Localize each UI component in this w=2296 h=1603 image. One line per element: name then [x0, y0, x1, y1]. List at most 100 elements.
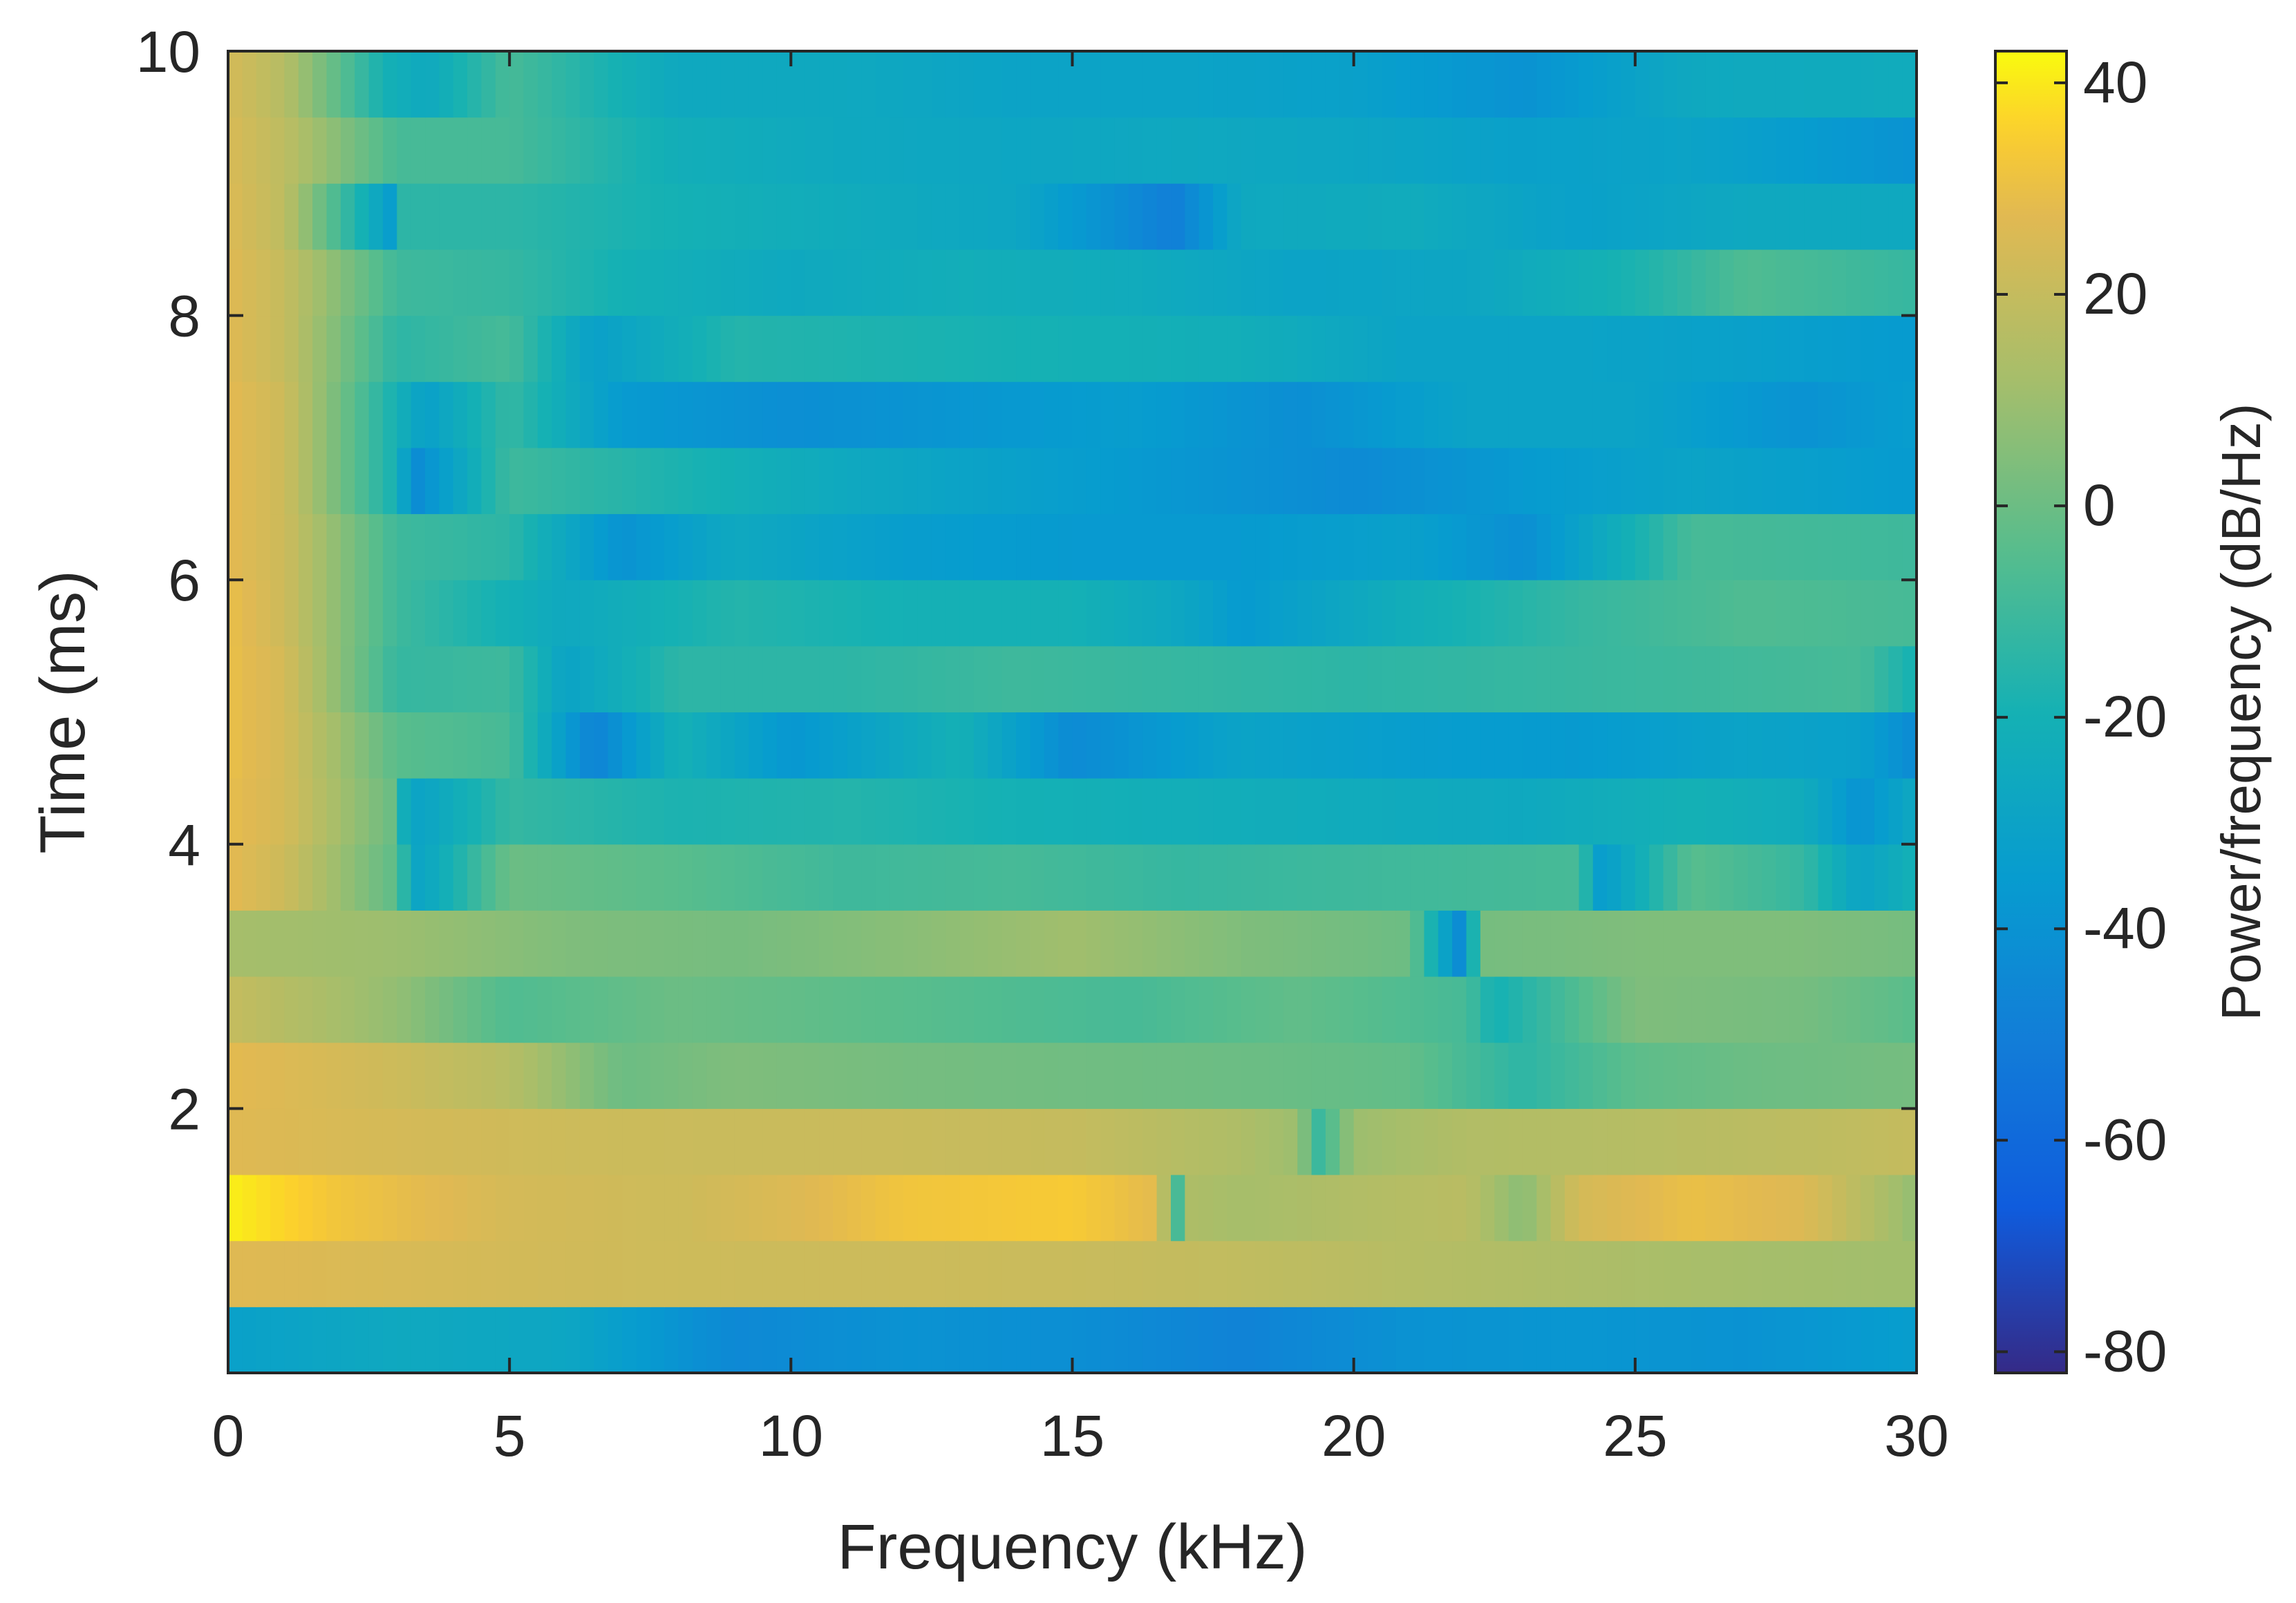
- heatmap-cell: [1100, 1108, 1116, 1175]
- heatmap-cell: [1719, 183, 1735, 250]
- heatmap-cell: [340, 1240, 356, 1307]
- heatmap-cell: [1213, 1307, 1228, 1374]
- heatmap-cell: [1860, 1108, 1875, 1175]
- heatmap-cell: [1382, 712, 1397, 779]
- heatmap-cell: [749, 117, 764, 184]
- heatmap-cell: [242, 117, 257, 184]
- heatmap-cell: [1550, 910, 1565, 977]
- heatmap-cell: [1804, 51, 1819, 118]
- heatmap-cell: [1297, 645, 1312, 712]
- heatmap-cell: [453, 844, 468, 911]
- heatmap-cell: [1142, 580, 1158, 647]
- heatmap-cell: [1705, 183, 1720, 250]
- y-tick-label: 8: [168, 284, 200, 349]
- heatmap-cell: [1789, 1175, 1805, 1242]
- heatmap-cell: [453, 910, 468, 977]
- heatmap-cell: [552, 580, 567, 647]
- heatmap-cell: [678, 1042, 693, 1109]
- heatmap-cell: [1663, 183, 1678, 250]
- heatmap-cell: [523, 1307, 538, 1374]
- heatmap-cell: [1494, 1108, 1509, 1175]
- heatmap-cell: [411, 51, 426, 118]
- heatmap-cell: [1747, 117, 1762, 184]
- heatmap-cell: [1579, 1307, 1594, 1374]
- heatmap-cell: [917, 249, 932, 316]
- heatmap-cell: [1114, 910, 1129, 977]
- heatmap-cell: [1860, 910, 1875, 977]
- heatmap-cell: [382, 51, 398, 118]
- heatmap-cell: [1691, 315, 1706, 382]
- heatmap-cell: [1072, 778, 1087, 845]
- heatmap-cell: [720, 183, 735, 250]
- heatmap-cell: [1663, 447, 1678, 515]
- heatmap-cell: [1818, 1240, 1833, 1307]
- heatmap-cell: [1452, 447, 1467, 515]
- heatmap-cell: [945, 381, 961, 448]
- heatmap-cell: [382, 580, 398, 647]
- heatmap-cell: [1860, 381, 1875, 448]
- heatmap-cell: [594, 645, 609, 712]
- heatmap-cell: [720, 1108, 735, 1175]
- heatmap-cell: [1691, 183, 1706, 250]
- heatmap-cell: [523, 315, 538, 382]
- heatmap-cell: [1185, 910, 1200, 977]
- heatmap-cell: [1832, 1175, 1847, 1242]
- heatmap-cell: [1311, 249, 1326, 316]
- heatmap-cell: [664, 778, 679, 845]
- heatmap-cell: [467, 513, 482, 580]
- heatmap-cell: [326, 910, 341, 977]
- heatmap-cell: [1522, 381, 1538, 448]
- heatmap-cell: [1241, 645, 1256, 712]
- heatmap-cell: [1452, 1175, 1467, 1242]
- x-tick-label: 0: [212, 1403, 245, 1468]
- heatmap-cell: [664, 447, 679, 515]
- heatmap-cell: [1114, 513, 1129, 580]
- heatmap-cell: [1902, 1042, 1917, 1109]
- heatmap-cell: [537, 910, 553, 977]
- heatmap-cell: [1297, 381, 1312, 448]
- heatmap-cell: [523, 1175, 538, 1242]
- heatmap-cell: [875, 910, 890, 977]
- heatmap-cell: [1072, 447, 1087, 515]
- heatmap-cell: [1888, 249, 1903, 316]
- heatmap-cell: [1832, 778, 1847, 845]
- heatmap-cell: [1016, 447, 1031, 515]
- heatmap-cell: [1832, 645, 1847, 712]
- heatmap-cell: [1438, 1108, 1453, 1175]
- heatmap-cell: [579, 1240, 595, 1307]
- heatmap-cell: [1030, 249, 1045, 316]
- heatmap-cell: [270, 1307, 285, 1374]
- heatmap-cell: [875, 844, 890, 911]
- heatmap-cell: [749, 51, 764, 118]
- heatmap-cell: [509, 249, 525, 316]
- heatmap-cell: [959, 249, 975, 316]
- heatmap-cell: [1030, 580, 1045, 647]
- heatmap-cell: [1030, 910, 1045, 977]
- heatmap-cell: [1536, 117, 1552, 184]
- heatmap-cell: [791, 447, 806, 515]
- heatmap-cell: [1016, 1042, 1031, 1109]
- heatmap-cell: [804, 315, 820, 382]
- heatmap-cell: [298, 712, 313, 779]
- heatmap-cell: [1128, 381, 1144, 448]
- heatmap-cell: [425, 183, 440, 250]
- heatmap-cell: [1522, 447, 1538, 515]
- heatmap-cell: [579, 381, 595, 448]
- heatmap-cell: [355, 1042, 370, 1109]
- heatmap-cell: [552, 381, 567, 448]
- heatmap-cell: [579, 513, 595, 580]
- heatmap-cell: [1776, 183, 1791, 250]
- heatmap-cell: [1522, 183, 1538, 250]
- heatmap-cell: [762, 117, 778, 184]
- heatmap-cell: [1494, 1175, 1509, 1242]
- heatmap-cell: [242, 51, 257, 118]
- heatmap-cell: [1522, 910, 1538, 977]
- heatmap-cell: [312, 1042, 328, 1109]
- heatmap-cell: [1058, 712, 1073, 779]
- heatmap-cell: [1114, 381, 1129, 448]
- heatmap-cell: [988, 1240, 1003, 1307]
- heatmap-cell: [917, 381, 932, 448]
- heatmap-cell: [1185, 381, 1200, 448]
- heatmap-cell: [959, 315, 975, 382]
- heatmap-cell: [678, 1175, 693, 1242]
